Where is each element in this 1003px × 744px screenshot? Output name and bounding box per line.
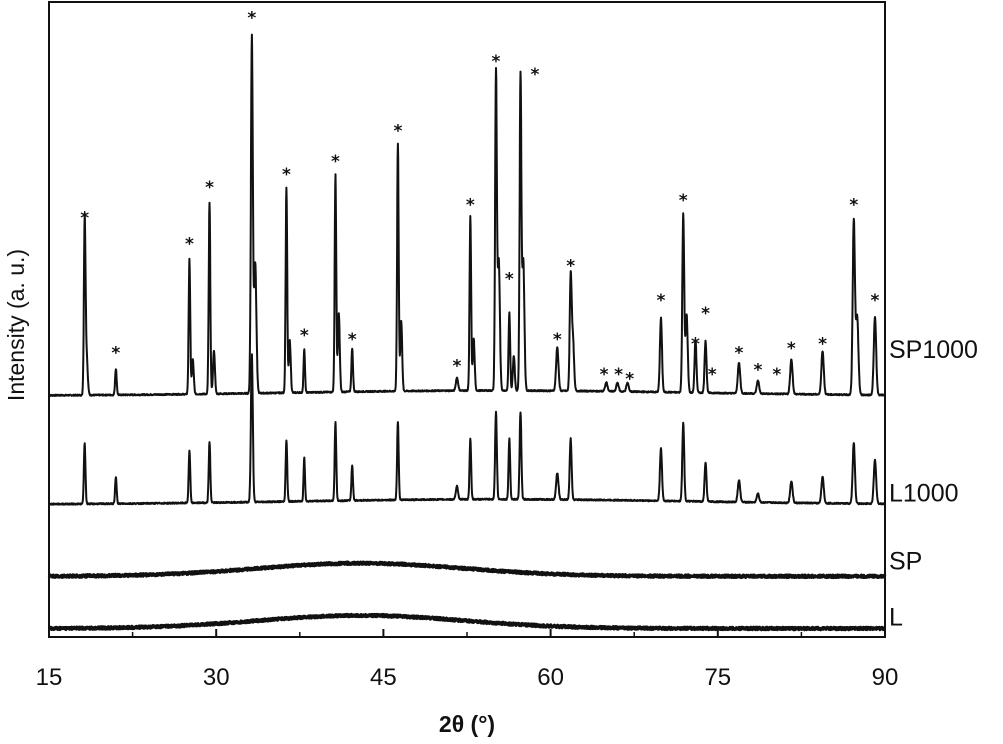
x-tick-label: 30 bbox=[203, 664, 230, 691]
peak-star-marker: * bbox=[80, 208, 89, 228]
peak-star-marker: * bbox=[205, 178, 214, 198]
series-line-sp bbox=[47, 560, 887, 580]
x-tick-label: 75 bbox=[704, 664, 731, 691]
peak-star-marker: * bbox=[531, 65, 540, 85]
y-axis-title: Intensity (a. u.) bbox=[3, 249, 29, 401]
x-tick-label: 15 bbox=[36, 664, 63, 691]
peak-star-marker: * bbox=[701, 304, 710, 324]
series-label-l1000: L1000 bbox=[889, 480, 959, 508]
peak-star-marker: * bbox=[247, 8, 256, 28]
peak-star-marker: * bbox=[787, 339, 796, 359]
peak-star-marker: * bbox=[818, 335, 827, 355]
peak-star-marker: * bbox=[492, 52, 501, 72]
series-label-l: L bbox=[889, 603, 903, 631]
peak-star-marker: * bbox=[553, 330, 562, 350]
x-tick-label: 45 bbox=[370, 664, 397, 691]
x-tick-label: 60 bbox=[537, 664, 564, 691]
peak-star-marker: * bbox=[453, 356, 462, 376]
series-label-sp: SP bbox=[889, 547, 922, 575]
peak-star-marker: * bbox=[657, 291, 666, 311]
x-axis-title: 2θ (°) bbox=[439, 711, 495, 737]
peak-star-marker: * bbox=[625, 369, 634, 389]
peak-star-marker: * bbox=[772, 365, 781, 385]
peak-star-marker: * bbox=[505, 269, 514, 289]
series-line-l1000 bbox=[48, 353, 886, 506]
peak-star-marker: * bbox=[735, 343, 744, 363]
peak-star-marker: * bbox=[348, 330, 357, 350]
peak-star-marker: * bbox=[393, 121, 402, 141]
peak-star-marker: * bbox=[300, 326, 309, 346]
series-line-l bbox=[47, 612, 887, 632]
peak-star-marker: * bbox=[600, 365, 609, 385]
peak-star-marker: * bbox=[185, 235, 194, 255]
peak-star-marker: * bbox=[849, 195, 858, 215]
peak-star-marker: * bbox=[708, 365, 717, 385]
peak-star-marker: * bbox=[679, 191, 688, 211]
peak-star-marker: * bbox=[111, 343, 120, 363]
series-line-sp1000 bbox=[48, 33, 886, 397]
series-layer bbox=[47, 33, 887, 632]
peak-star-marker: * bbox=[466, 195, 475, 215]
peak-star-marker: * bbox=[331, 152, 340, 172]
x-ticks: 15 30 45 60 75 90 bbox=[36, 629, 899, 691]
peak-star-marker: * bbox=[566, 256, 575, 276]
peak-star-marker: * bbox=[282, 165, 291, 185]
plot-frame bbox=[48, 1, 886, 638]
peak-star-marker: * bbox=[753, 361, 762, 381]
series-labels: SP1000 L1000 SP L bbox=[889, 336, 978, 632]
peak-star-marker: * bbox=[871, 291, 880, 311]
peak-star-marker: * bbox=[691, 335, 700, 355]
star-marker-layer: * * * * * * * * * * * * * * * * * * * * * * * * * * * * * * * * bbox=[80, 8, 879, 389]
peak-star-marker: * bbox=[614, 365, 623, 385]
x-tick-label: 90 bbox=[872, 664, 899, 691]
series-label-sp1000: SP1000 bbox=[889, 336, 978, 364]
